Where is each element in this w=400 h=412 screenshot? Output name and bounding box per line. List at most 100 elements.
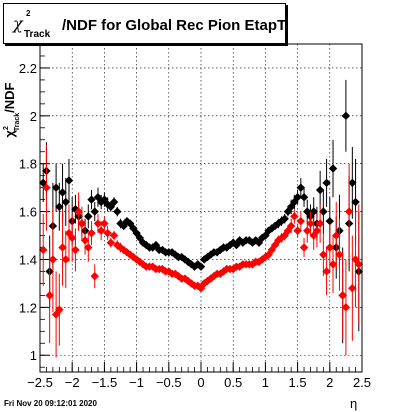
y-tick-label: 1.2 xyxy=(19,300,37,315)
data-point xyxy=(332,231,341,240)
data-point xyxy=(293,226,302,235)
y-label-ndf: /NDF xyxy=(2,82,17,112)
timestamp-footer: Fri Nov 20 09:12:01 2020 xyxy=(4,399,97,408)
data-point xyxy=(51,310,61,319)
data-point xyxy=(348,284,357,293)
data-point xyxy=(113,240,122,250)
data-point xyxy=(325,216,334,226)
data-point xyxy=(315,185,325,195)
data-point xyxy=(119,221,128,231)
data-point xyxy=(274,219,283,228)
plot-frame xyxy=(39,43,363,373)
data-point xyxy=(254,238,264,247)
data-point xyxy=(74,207,83,216)
data-point xyxy=(344,207,354,216)
data-point xyxy=(80,236,90,245)
x-axis-label: η xyxy=(350,396,358,411)
title-subscript: Track xyxy=(24,29,51,40)
data-point xyxy=(45,291,54,300)
data-point xyxy=(42,183,51,192)
data-point xyxy=(200,255,209,264)
data-point xyxy=(96,226,106,235)
data-point xyxy=(58,243,67,252)
data-point xyxy=(296,216,306,226)
x-tick-label: −1 xyxy=(129,375,144,390)
x-tick-label: 2.5 xyxy=(353,375,371,390)
data-point xyxy=(290,212,299,221)
y-tick-label: 1.4 xyxy=(19,252,37,267)
data-point xyxy=(116,219,125,228)
x-tick-label: −1.5 xyxy=(92,375,118,390)
data-point xyxy=(87,228,96,238)
data-point xyxy=(341,303,351,312)
data-point xyxy=(309,207,318,216)
y-axis-label: χ2 Track/NDF xyxy=(2,82,21,137)
data-point xyxy=(71,204,80,214)
data-point xyxy=(90,272,99,281)
data-point xyxy=(338,291,347,300)
data-point xyxy=(270,221,280,231)
x-tick-label: 2 xyxy=(326,375,333,390)
data-point xyxy=(280,214,289,223)
y-tick-label: 2 xyxy=(30,109,37,124)
x-tick-label: 0 xyxy=(197,375,204,390)
data-point xyxy=(58,188,67,197)
title-text: /NDF for Global Rec Pion EtapT xyxy=(62,17,287,34)
y-label-sup: 2 xyxy=(3,126,10,130)
data-point xyxy=(354,260,363,269)
data-point xyxy=(90,207,99,216)
data-point xyxy=(193,281,202,291)
data-point xyxy=(315,219,325,228)
x-tick-label: −2 xyxy=(65,375,80,390)
data-point xyxy=(293,193,302,202)
data-point xyxy=(61,255,70,264)
series-black xyxy=(39,79,363,344)
data-point xyxy=(77,219,87,228)
data-point xyxy=(328,260,338,269)
data-point xyxy=(103,228,112,238)
data-point xyxy=(113,207,122,216)
data-point xyxy=(87,195,96,204)
data-point xyxy=(84,212,93,221)
y-tick-label: 1 xyxy=(30,348,37,363)
x-tick-label: 0.5 xyxy=(224,375,242,390)
title-symbol: χ xyxy=(13,14,23,33)
series-red xyxy=(39,144,363,358)
data-point xyxy=(274,236,283,245)
y-tick-label: 1.8 xyxy=(19,157,37,172)
data-point xyxy=(61,197,70,207)
title-superscript: 2 xyxy=(26,9,31,18)
data-point xyxy=(335,250,344,259)
data-point xyxy=(109,197,119,207)
data-point xyxy=(319,250,328,259)
data-point xyxy=(84,243,93,252)
data-series xyxy=(39,79,363,358)
data-point xyxy=(303,226,312,235)
x-tick-label: −0.5 xyxy=(156,375,182,390)
data-point xyxy=(100,219,109,228)
data-point xyxy=(196,262,206,271)
data-point xyxy=(341,111,351,121)
data-point xyxy=(299,193,309,202)
x-tick-label: −2.5 xyxy=(27,375,53,390)
y-label-chi: χ xyxy=(2,130,17,138)
data-point xyxy=(39,245,48,255)
data-point xyxy=(319,207,328,216)
x-tick-label: 1.5 xyxy=(289,375,307,390)
data-point xyxy=(51,183,61,192)
data-point xyxy=(109,231,119,240)
data-point xyxy=(322,267,331,276)
data-point xyxy=(48,255,58,264)
data-point xyxy=(306,219,315,228)
data-point xyxy=(68,233,77,243)
data-point xyxy=(206,274,215,283)
data-point xyxy=(55,305,64,314)
y-tick-label: 1.6 xyxy=(19,205,37,220)
data-point xyxy=(106,202,116,212)
data-point xyxy=(93,193,103,202)
x-tick-label: 1 xyxy=(262,375,269,390)
data-point xyxy=(55,202,64,212)
data-point xyxy=(187,279,196,288)
data-point xyxy=(299,243,309,252)
data-point xyxy=(64,176,74,185)
